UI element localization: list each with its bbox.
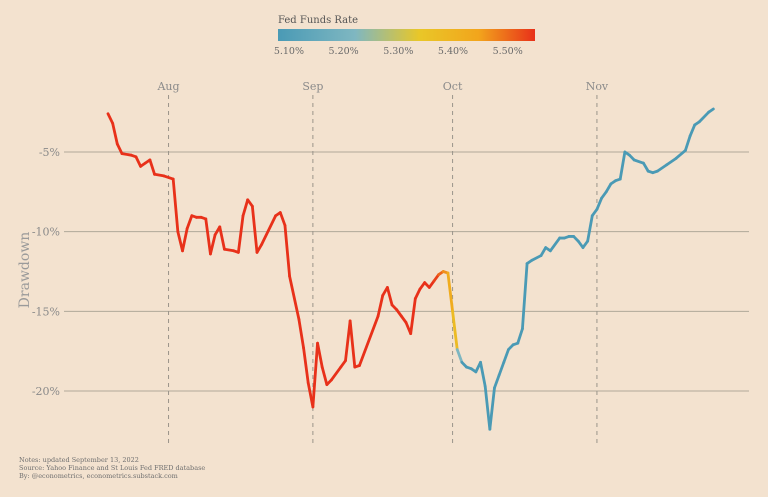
- y-tick-label: -5%: [39, 146, 60, 159]
- series-line-segment: [604, 182, 613, 194]
- series-line-segment: [236, 214, 245, 254]
- series-line-segment: [446, 271, 454, 313]
- colorbar-ticks: 5.10% 5.20% 5.30% 5.40% 5.50%: [274, 46, 523, 57]
- series-line-segment: [348, 319, 357, 369]
- series-line-segment: [656, 163, 669, 173]
- x-axis-ticks: Aug Sep Oct Nov: [156, 80, 608, 93]
- colorbar-tick-label: 5.50%: [493, 46, 523, 57]
- x-tick-label: Aug: [156, 80, 179, 93]
- series-line-segment: [618, 150, 627, 181]
- series-line-segment: [642, 161, 650, 173]
- series-line-segment: [297, 317, 305, 350]
- series-line-segment: [455, 348, 464, 364]
- x-tick-label: Oct: [443, 80, 463, 93]
- drawdown-series: [106, 107, 715, 431]
- series-line-segment: [250, 204, 259, 254]
- y-tick-label: -10%: [32, 226, 60, 239]
- series-line-segment: [707, 107, 715, 114]
- series-line-segment: [153, 172, 166, 178]
- colorbar-tick-label: 5.20%: [329, 46, 359, 57]
- series-line-segment: [209, 233, 217, 256]
- series-line-segment: [674, 149, 687, 160]
- series-line-segment: [316, 341, 324, 369]
- series-line-segment: [185, 214, 194, 230]
- series-line-segment: [120, 152, 133, 157]
- series-line-segment: [497, 360, 506, 377]
- series-line-segment: [115, 142, 124, 155]
- colorbar-title: Fed Funds Rate: [278, 15, 358, 26]
- series-line-segment: [283, 223, 292, 278]
- series-line-segment: [376, 293, 385, 318]
- series-line-segment: [162, 174, 175, 181]
- colorbar-tick-label: 5.10%: [274, 46, 304, 57]
- note-byline: By: @econometrics, econometrics.substack…: [19, 472, 178, 480]
- colorbar-tick-label: 5.30%: [383, 46, 413, 57]
- series-line-segment: [255, 243, 264, 254]
- series-line-segment: [595, 196, 603, 211]
- series-line-segment: [344, 319, 352, 363]
- series-line-segment: [516, 327, 524, 345]
- series-line-segment: [684, 134, 692, 152]
- series-line-segment: [241, 198, 250, 218]
- series-line-segment: [302, 346, 310, 385]
- x-tick-label: Sep: [302, 80, 323, 93]
- series-line-segment: [278, 211, 287, 227]
- series-line-segment: [665, 156, 678, 167]
- series-line-segment: [260, 214, 278, 246]
- series-line-segment: [697, 110, 711, 124]
- series-line-segment: [330, 365, 343, 382]
- series-line-segment: [223, 247, 236, 253]
- series-line-segment: [548, 236, 562, 253]
- colorbar-legend: Fed Funds Rate 5.10% 5.20% 5.30% 5.40% 5.50%: [274, 15, 535, 57]
- series-line-segment: [451, 309, 459, 351]
- series-line-segment: [148, 158, 156, 176]
- series-line-segment: [106, 112, 115, 125]
- gridlines: [64, 95, 749, 445]
- series-line-segment: [134, 155, 142, 168]
- series-line-segment: [488, 386, 496, 431]
- series-line-segment: [385, 286, 394, 307]
- series-line-segment: [176, 230, 184, 253]
- series-line-segment: [539, 246, 548, 257]
- y-axis-label: Drawdown: [17, 232, 33, 309]
- series-line-segment: [218, 225, 226, 251]
- series-line-segment: [502, 348, 510, 364]
- series-line-segment: [483, 384, 492, 431]
- series-line-segment: [409, 297, 417, 336]
- colorbar: [278, 29, 535, 41]
- y-tick-label: -15%: [32, 305, 60, 318]
- series-line-segment: [288, 274, 301, 321]
- series-line-segment: [479, 360, 487, 388]
- series-line-segment: [493, 373, 501, 390]
- series-line-segment: [632, 158, 645, 165]
- series-line-segment: [358, 314, 380, 367]
- chart-notes: Notes: updated September 13, 2022 Source…: [19, 456, 205, 480]
- colorbar-tick-label: 5.40%: [438, 46, 468, 57]
- series-line-segment: [311, 341, 319, 409]
- series-line-segment: [521, 262, 529, 331]
- note-source: Source: Yahoo Finance and St Louis Fed F…: [19, 464, 206, 472]
- series-line-segment: [181, 227, 189, 253]
- x-tick-label: Nov: [586, 80, 609, 93]
- series-line-segment: [171, 177, 180, 234]
- series-line-segment: [413, 287, 422, 300]
- series-line-segment: [111, 121, 119, 146]
- series-line-segment: [586, 214, 594, 243]
- y-axis-ticks: -5% -10% -15% -20%: [32, 146, 60, 398]
- series-line-segment: [320, 365, 329, 387]
- note-updated: Notes: updated September 13, 2022: [19, 456, 139, 464]
- series-line-segment: [530, 254, 543, 262]
- series-line-segment: [688, 123, 697, 138]
- series-line-segment: [204, 217, 212, 256]
- y-tick-label: -20%: [32, 385, 60, 398]
